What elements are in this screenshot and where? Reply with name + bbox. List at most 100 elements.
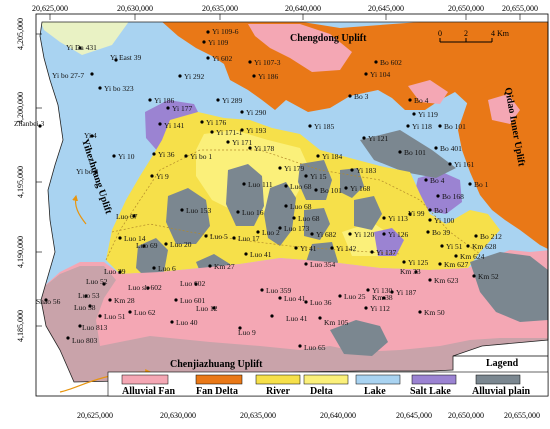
well-dot[interactable] [366,288,370,292]
well-dot[interactable] [278,296,282,300]
well-dot[interactable] [142,244,146,248]
well-dot[interactable] [428,208,432,212]
well-dot[interactable] [208,264,212,268]
well-dot[interactable] [194,282,198,286]
well-dot[interactable] [232,236,236,240]
well-dot[interactable] [412,112,416,116]
well-dot[interactable] [348,232,352,236]
well-dot[interactable] [84,294,88,298]
well-dot[interactable] [398,150,402,154]
well-dot[interactable] [370,250,374,254]
well-dot[interactable] [436,194,440,198]
well-dot[interactable] [466,244,470,248]
well-dot[interactable] [364,72,368,76]
well-dot[interactable] [454,254,458,258]
well-dot[interactable] [88,304,92,308]
well-dot[interactable] [260,288,264,292]
well-dot[interactable] [438,262,442,266]
well-dot[interactable] [236,210,240,214]
well-dot[interactable] [180,208,184,212]
well-dot[interactable] [292,216,296,220]
well-dot[interactable] [406,124,410,128]
well-dot[interactable] [294,246,298,250]
well-dot[interactable] [152,266,156,270]
well-dot[interactable] [468,182,472,186]
well-dot[interactable] [38,124,42,128]
well-dot[interactable] [440,244,444,248]
well-dot[interactable] [448,162,452,166]
well-dot[interactable] [94,170,98,174]
well-dot[interactable] [242,182,246,186]
well-dot[interactable] [314,188,318,192]
well-dot[interactable] [114,58,118,62]
well-dot[interactable] [428,278,432,282]
well-dot[interactable] [240,110,244,114]
well-dot[interactable] [248,146,252,150]
well-dot[interactable] [102,282,106,286]
well-dot[interactable] [212,306,216,310]
well-dot[interactable] [118,236,122,240]
well-dot[interactable] [90,134,94,138]
well-dot[interactable] [390,290,394,294]
well-dot[interactable] [408,212,412,216]
well-dot[interactable] [152,152,156,156]
well-dot[interactable] [418,310,422,314]
well-dot[interactable] [382,216,386,220]
well-dot[interactable] [216,98,220,102]
well-dot[interactable] [472,274,476,278]
well-dot[interactable] [90,72,94,76]
well-dot[interactable] [330,246,334,250]
well-dot[interactable] [424,178,428,182]
well-dot[interactable] [316,154,320,158]
well-dot[interactable] [206,30,210,34]
well-dot[interactable] [202,40,206,44]
well-dot[interactable] [402,260,406,264]
well-dot[interactable] [438,124,442,128]
well-dot[interactable] [98,86,102,90]
well-dot[interactable] [204,234,208,238]
well-dot[interactable] [78,46,82,50]
well-dot[interactable] [98,314,102,318]
well-dot[interactable] [78,324,82,328]
well-dot[interactable] [108,298,112,302]
well-dot[interactable] [414,270,418,274]
well-dot[interactable] [252,74,256,78]
well-dot[interactable] [298,344,302,348]
well-dot[interactable] [146,286,150,290]
well-dot[interactable] [338,294,342,298]
well-dot[interactable] [226,140,230,144]
well-dot[interactable] [66,336,70,340]
well-dot[interactable] [434,146,438,150]
well-dot[interactable] [318,316,322,320]
well-dot[interactable] [44,298,48,302]
well-dot[interactable] [128,310,132,314]
well-dot[interactable] [244,252,248,256]
well-dot[interactable] [428,218,432,222]
well-dot[interactable] [150,174,154,178]
well-dot[interactable] [344,186,348,190]
well-dot[interactable] [278,226,282,230]
well-dot[interactable] [178,74,182,78]
well-dot[interactable] [210,130,214,134]
well-dot[interactable] [284,204,288,208]
well-dot[interactable] [284,184,288,188]
well-dot[interactable] [148,98,152,102]
well-dot[interactable] [374,60,378,64]
well-dot[interactable] [364,306,368,310]
well-dot[interactable] [382,232,386,236]
well-dot[interactable] [348,94,352,98]
well-dot[interactable] [206,56,210,60]
well-dot[interactable] [248,60,252,64]
well-dot[interactable] [362,136,366,140]
well-dot[interactable] [304,174,308,178]
well-dot[interactable] [270,314,274,318]
well-dot[interactable] [304,300,308,304]
well-dot[interactable] [240,128,244,132]
well-dot[interactable] [474,234,478,238]
well-dot[interactable] [308,124,312,128]
well-dot[interactable] [408,98,412,102]
well-dot[interactable] [382,296,386,300]
well-dot[interactable] [166,106,170,110]
well-dot[interactable] [170,320,174,324]
well-dot[interactable] [164,242,168,246]
